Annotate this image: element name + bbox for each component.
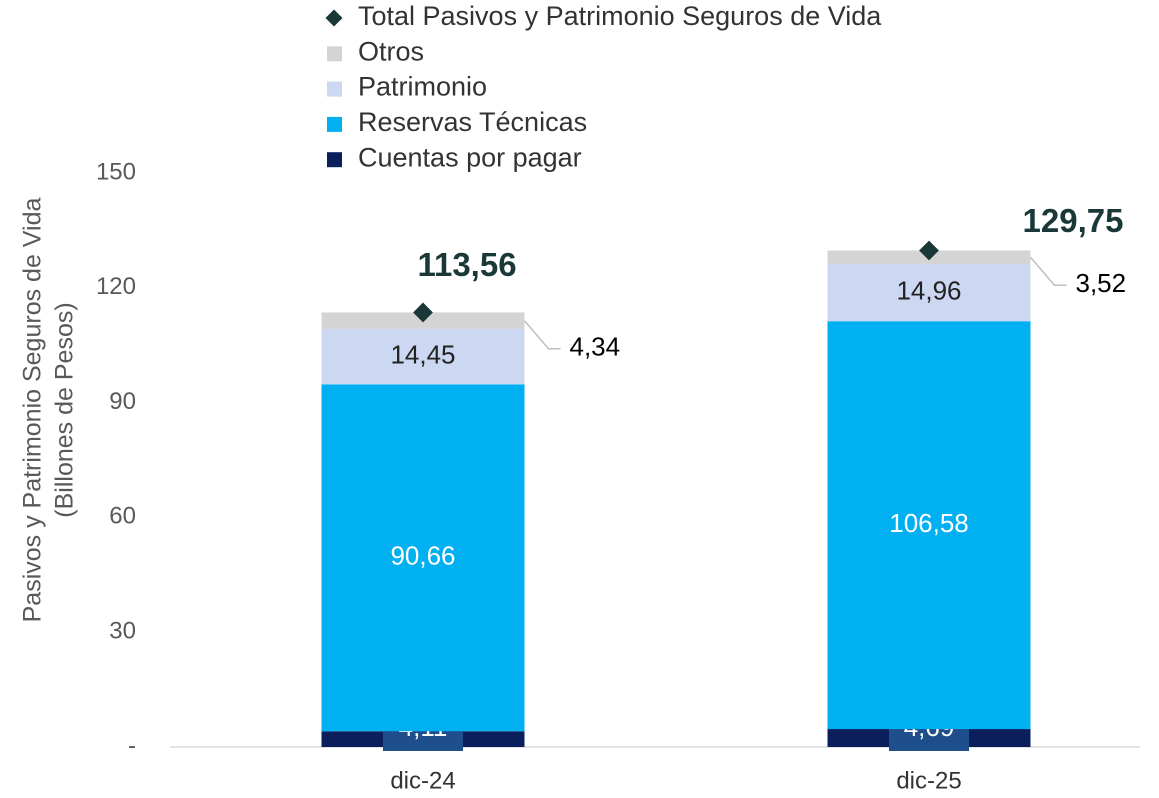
data-label: 14,96 [896,275,961,305]
bar-segment [321,329,525,385]
total-label: 113,56 [417,246,516,283]
data-label: 106,58 [889,508,969,538]
legend-label: Patrimonio [358,72,487,102]
y-axis-label: (Billones de Pesos) [51,302,79,517]
y-tick-label: - [128,732,136,759]
y-tick-label: 30 [109,618,136,645]
legend-swatch [325,9,343,27]
x-tick-label: dic-25 [896,767,961,794]
legend-label: Otros [358,36,424,66]
leader-line [523,320,561,350]
y-tick-label: 150 [96,158,136,185]
legend-swatch [327,81,342,97]
y-tick-label: 120 [96,273,136,300]
legend-swatch [327,152,342,168]
legend-swatch [327,46,342,62]
data-label: 14,45 [390,340,455,370]
legend-label: Cuentas por pagar [358,142,582,172]
y-tick-label: 60 [109,503,136,530]
bar-segment [321,384,525,732]
legend-label: Reservas Técnicas [358,107,587,137]
leader-line [1029,256,1067,286]
y-tick-label: 90 [109,388,136,415]
bar-segment [827,263,1031,322]
data-label: 3,52 [1076,268,1127,298]
legend-label: Total Pasivos y Patrimonio Seguros de Vi… [358,1,882,31]
legend-swatch [327,116,342,132]
total-label: 129,75 [1023,202,1124,239]
bar-segment [827,321,1031,730]
x-tick-label: dic-24 [390,767,455,794]
total-marker [413,302,433,323]
data-label: 90,66 [390,541,455,571]
y-axis-label: Pasivos y Patrimonio Seguros de Vida [19,198,47,623]
data-label: 4,34 [570,332,621,362]
